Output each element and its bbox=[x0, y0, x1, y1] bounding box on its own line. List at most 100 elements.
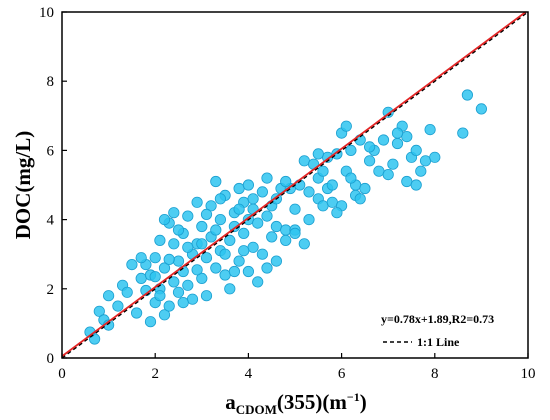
data-point bbox=[182, 241, 194, 253]
data-point bbox=[331, 207, 343, 219]
data-point bbox=[191, 196, 203, 208]
data-point bbox=[340, 120, 352, 132]
data-point bbox=[387, 158, 399, 170]
lines-layer bbox=[61, 11, 529, 359]
x-tick-label: 10 bbox=[521, 366, 536, 382]
data-point bbox=[191, 264, 203, 276]
data-point bbox=[359, 182, 371, 195]
data-point bbox=[457, 127, 469, 139]
data-point bbox=[172, 255, 185, 267]
data-point bbox=[410, 144, 422, 156]
x-tick-label: 4 bbox=[245, 366, 253, 382]
data-point bbox=[135, 252, 147, 264]
data-point bbox=[196, 238, 208, 250]
data-point bbox=[182, 210, 194, 222]
data-point bbox=[210, 224, 222, 236]
data-point bbox=[312, 148, 324, 160]
data-point bbox=[186, 293, 199, 305]
data-point bbox=[177, 265, 189, 278]
data-point bbox=[377, 134, 390, 146]
x-axis-title: aCDOM(355)(m−1) bbox=[225, 390, 367, 417]
y-tick-label: 8 bbox=[47, 74, 55, 90]
data-point bbox=[126, 258, 138, 271]
data-point bbox=[149, 271, 161, 283]
data-point bbox=[298, 155, 310, 167]
x-axis-title-close: ) bbox=[360, 390, 367, 414]
data-point bbox=[103, 290, 115, 302]
data-point bbox=[280, 175, 292, 188]
data-point bbox=[317, 200, 329, 212]
data-point bbox=[354, 193, 366, 205]
data-point bbox=[121, 286, 133, 298]
x-axis-title-main: a bbox=[225, 390, 236, 414]
x-tick-label: 2 bbox=[151, 366, 159, 382]
data-point bbox=[200, 290, 213, 302]
data-point bbox=[228, 265, 240, 278]
data-point bbox=[149, 252, 161, 264]
data-point bbox=[270, 220, 282, 233]
data-point bbox=[168, 238, 180, 250]
data-point bbox=[382, 169, 394, 181]
x-tick-label: 6 bbox=[338, 366, 346, 382]
x-axis-title-sup: −1 bbox=[347, 390, 360, 404]
data-point bbox=[419, 155, 432, 167]
data-point bbox=[214, 214, 226, 226]
data-point bbox=[224, 283, 236, 295]
data-point bbox=[345, 172, 357, 184]
data-point bbox=[303, 186, 315, 198]
data-point bbox=[242, 179, 254, 191]
data-point bbox=[163, 300, 175, 312]
data-point bbox=[270, 255, 282, 267]
data-point bbox=[210, 175, 222, 188]
data-point bbox=[261, 210, 273, 222]
data-point bbox=[168, 276, 180, 288]
data-point bbox=[200, 208, 213, 220]
data-point bbox=[93, 305, 105, 317]
data-point bbox=[172, 286, 185, 298]
data-point bbox=[363, 155, 376, 167]
data-point bbox=[247, 193, 259, 205]
data-point bbox=[233, 255, 245, 267]
data-point bbox=[154, 234, 166, 246]
y-tick-label: 6 bbox=[47, 143, 55, 159]
data-point bbox=[219, 248, 231, 260]
data-point bbox=[247, 241, 259, 253]
data-point bbox=[280, 234, 292, 246]
data-point bbox=[252, 217, 264, 229]
y-axis-title: DOC(mg/L) bbox=[11, 131, 35, 240]
data-point bbox=[256, 186, 268, 198]
y-tick-label: 4 bbox=[47, 213, 55, 229]
data-point bbox=[317, 165, 329, 177]
legend-one-to-one-label: 1:1 Line bbox=[417, 335, 460, 349]
data-point bbox=[163, 253, 175, 265]
data-point bbox=[303, 214, 315, 226]
one-to-one-line bbox=[61, 11, 529, 359]
data-point bbox=[261, 172, 273, 184]
data-point bbox=[461, 89, 473, 101]
y-tick-label: 2 bbox=[47, 282, 55, 298]
data-point bbox=[256, 248, 268, 260]
data-point bbox=[154, 290, 166, 302]
data-point bbox=[289, 203, 301, 215]
data-point bbox=[177, 296, 189, 309]
data-point bbox=[391, 137, 404, 150]
y-tick-label: 0 bbox=[47, 351, 55, 367]
data-point bbox=[144, 316, 157, 328]
data-point bbox=[172, 224, 185, 236]
data-point bbox=[429, 151, 441, 163]
data-point bbox=[415, 165, 427, 177]
x-tick-label: 0 bbox=[58, 366, 66, 382]
data-point bbox=[135, 272, 147, 284]
x-tick-label: 8 bbox=[431, 366, 439, 382]
data-point bbox=[196, 220, 208, 233]
data-point bbox=[158, 309, 171, 321]
data-point bbox=[363, 141, 376, 153]
data-point bbox=[373, 165, 385, 177]
plot-frame bbox=[61, 11, 529, 359]
data-point bbox=[214, 193, 226, 205]
data-point bbox=[200, 252, 213, 264]
data-point bbox=[326, 179, 338, 191]
data-point bbox=[131, 307, 143, 319]
data-point bbox=[168, 207, 180, 219]
